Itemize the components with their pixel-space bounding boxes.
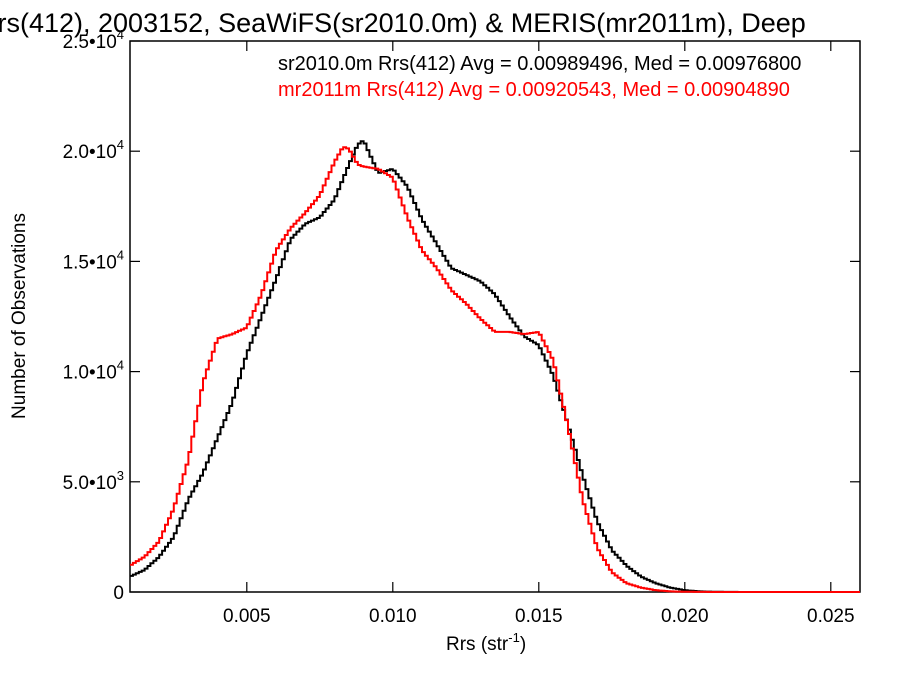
- y-tick-label-1: 5.0•103: [63, 468, 124, 494]
- series-line-1: [130, 146, 860, 593]
- y-axis-label: Number of Observations: [9, 213, 30, 419]
- axis-ticks: 0.005 0.010 0.015 0.020 0.025 0 5.0•103 1.0•104…: [63, 27, 860, 627]
- chart-title: Rrs(412), 2003152, SeaWiFS(sr2010.0m) & …: [0, 8, 806, 38]
- legend-entry-sr2010: sr2010.0m Rrs(412) Avg = 0.00989496, Med…: [278, 53, 801, 75]
- x-tick-label-0: 0.005: [223, 606, 271, 627]
- series-lines: [130, 140, 860, 593]
- series-line-0: [130, 140, 860, 593]
- x-tick-label-2: 0.015: [515, 606, 563, 627]
- x-tick-label-1: 0.010: [369, 606, 417, 627]
- legend-entry-mr2011: mr2011m Rrs(412) Avg = 0.00920543, Med =…: [278, 79, 790, 101]
- y-tick-label-0: 0: [113, 583, 124, 604]
- y-tick-label-5: 2.5•104: [63, 27, 124, 53]
- x-tick-label-3: 0.020: [661, 606, 709, 627]
- x-tick-label-4: 0.025: [807, 606, 855, 627]
- plot-area: [129, 40, 861, 593]
- y-tick-label-4: 2.0•104: [63, 137, 124, 163]
- y-tick-label-3: 1.5•104: [63, 247, 124, 273]
- x-axis-label: Rrs (str-1): [446, 630, 526, 655]
- y-tick-label-2: 1.0•104: [63, 358, 124, 384]
